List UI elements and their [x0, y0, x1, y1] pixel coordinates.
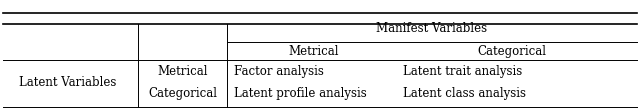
Text: Manifest Variables: Manifest Variables — [376, 22, 488, 34]
Text: Categorical: Categorical — [148, 86, 217, 99]
Text: Latent profile analysis: Latent profile analysis — [234, 86, 366, 99]
Text: Latent trait analysis: Latent trait analysis — [403, 65, 522, 78]
Text: Latent class analysis: Latent class analysis — [403, 86, 526, 99]
Text: Categorical: Categorical — [477, 45, 547, 58]
Text: Metrical: Metrical — [289, 45, 339, 58]
Text: Metrical: Metrical — [157, 65, 207, 78]
Text: Latent Variables: Latent Variables — [19, 75, 116, 88]
Text: Factor analysis: Factor analysis — [234, 65, 323, 78]
